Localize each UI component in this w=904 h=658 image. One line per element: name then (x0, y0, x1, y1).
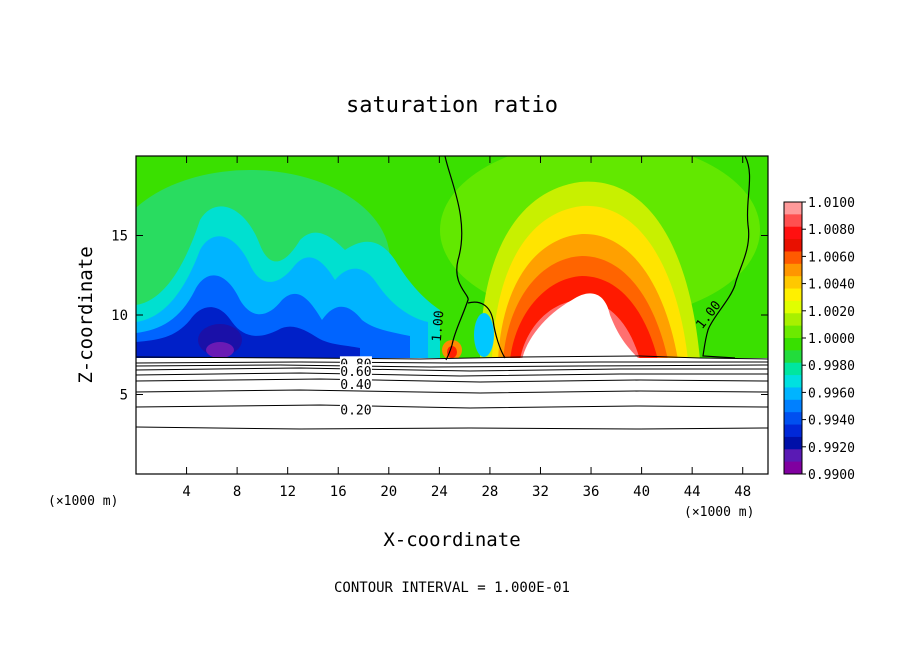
colorbar-swatch (784, 202, 802, 215)
contour-label-text: 0.40 (340, 378, 371, 393)
contour-line-0.40 (136, 378, 768, 383)
contour-label: 0.40 (339, 376, 372, 393)
colorbar-swatch (784, 375, 802, 388)
field-green-gap (474, 313, 494, 357)
x-tick-label: 32 (532, 484, 549, 500)
plot-area: 1.001.000.800.600.400.20 (136, 156, 768, 474)
contour-interval-note: CONTOUR INTERVAL = 1.000E-01 (334, 580, 570, 596)
colorbar-label: 0.9980 (808, 359, 855, 374)
colorbar-swatch (784, 214, 802, 228)
x-axis-title: X-coordinate (383, 529, 520, 551)
colorbar-label: 0.9960 (808, 386, 855, 401)
contour-line-0.10 (136, 426, 768, 430)
field-purple-core (206, 342, 234, 358)
colorbar-swatch (784, 449, 802, 463)
colorbar: 1.0100 1.0080 1.0060 1.0040 1.0020 1.0000 0.99… (783, 196, 855, 483)
field-saturated-white (522, 293, 640, 360)
y-tick-label: 10 (111, 308, 128, 324)
colorbar-swatch (784, 251, 802, 265)
x-tick-label: 36 (583, 484, 600, 500)
colorbar-label: 1.0020 (808, 305, 855, 320)
x-tick-label: 16 (330, 484, 347, 500)
field-darkblue (136, 307, 360, 360)
contour-line-1.00-right (702, 156, 751, 359)
x-tick-label: 40 (633, 484, 650, 500)
colorbar-label: 1.0060 (808, 250, 855, 265)
y-axis: 5 10 15 (111, 229, 768, 404)
x-tick-label: 28 (481, 484, 498, 500)
x-unit-label: (×1000 m) (684, 505, 754, 520)
contour-label-mask (339, 402, 372, 415)
cloud-base-edge (136, 355, 768, 360)
colorbar-label: 1.0100 (808, 196, 855, 211)
y-axis-title: Z-coordinate (75, 246, 97, 383)
colorbar-swatch (784, 350, 802, 364)
contour-label-text: 0.60 (340, 365, 371, 380)
colorbar-swatch (784, 338, 802, 351)
x-tick-label: 20 (380, 484, 397, 500)
colorbar-swatch (784, 276, 802, 290)
contour-line-1.00-left (444, 156, 469, 361)
contour-line-1.00-mid (467, 301, 506, 359)
colorbar-swatch (784, 226, 802, 240)
y-tick-label: 5 (120, 388, 128, 404)
colorbar-label: 0.9940 (808, 414, 855, 429)
colorbar-swatch (784, 424, 802, 438)
colorbar-swatch (784, 436, 802, 450)
colorbar-swatch (784, 300, 802, 314)
colorbar-swatch (784, 362, 802, 376)
contour-line-0.30 (136, 389, 768, 394)
x-tick-label: 24 (431, 484, 448, 500)
colorbar-swatch (784, 387, 802, 401)
field-lower-white (136, 358, 768, 474)
contour-label-mask (339, 364, 372, 377)
x-tick-label: 8 (233, 484, 241, 500)
chart-title: saturation ratio (346, 93, 558, 118)
contour-label: 1.00 (430, 310, 448, 343)
colorbar-swatch (784, 325, 802, 339)
contour-label: 0.20 (339, 402, 372, 418)
contour-label-text: 0.20 (340, 403, 371, 418)
colorbar-swatch (784, 239, 802, 252)
colorbar-swatch (784, 399, 802, 413)
contour-line-0.60 (136, 367, 768, 372)
z-unit-label: (×1000 m) (48, 494, 118, 509)
colorbar-swatch (784, 412, 802, 426)
y-tick-label: 15 (111, 229, 128, 245)
contour-line-0.80 (136, 361, 768, 364)
colorbar-label: 0.9900 (808, 468, 855, 483)
x-tick-label: 48 (734, 484, 751, 500)
contour-line-0.50 (136, 372, 768, 377)
contour-line-0.20 (136, 404, 768, 409)
field-warm-blob-core (447, 346, 457, 358)
colorbar-swatch (784, 263, 802, 277)
x-tick-label: 44 (684, 484, 701, 500)
x-tick-label: 4 (182, 484, 190, 500)
x-axis: 4 8 12 16 20 24 28 32 36 40 44 48 (182, 156, 751, 500)
colorbar-label: 1.0000 (808, 332, 855, 347)
colorbar-label: 0.9920 (808, 441, 855, 456)
colorbar-label: 1.0080 (808, 223, 855, 238)
colorbar-swatch (784, 288, 802, 302)
x-tick-label: 12 (279, 484, 296, 500)
colorbar-label: 1.0040 (808, 278, 855, 293)
colorbar-swatch (784, 461, 802, 475)
contour-label-text: 1.00 (430, 310, 448, 343)
contour-label: 0.60 (339, 364, 372, 380)
contour-line-0.70 (136, 364, 768, 368)
contour-label-mask (339, 376, 372, 389)
colorbar-swatch (784, 313, 802, 327)
